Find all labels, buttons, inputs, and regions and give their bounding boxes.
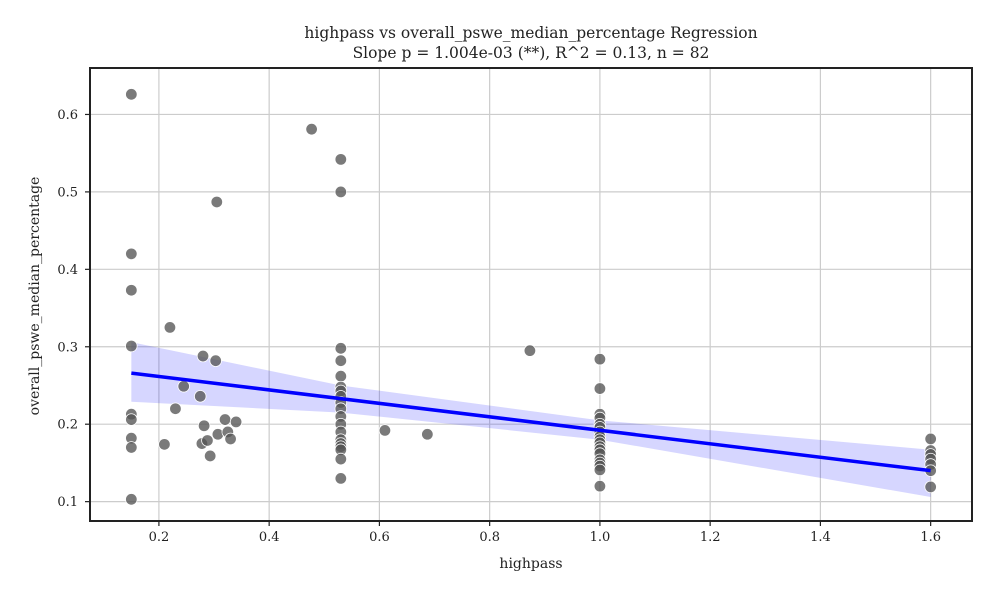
grid (90, 68, 972, 521)
x-tick-label: 0.6 (369, 530, 390, 545)
data-point (210, 195, 223, 209)
data-point (334, 472, 348, 485)
x-tick-label: 0.4 (259, 530, 280, 545)
chart-title: highpass vs overall_pswe_median_percenta… (304, 24, 758, 42)
data-point (201, 434, 214, 447)
data-point (334, 342, 348, 355)
y-tick-label: 0.2 (57, 418, 78, 433)
data-point (158, 438, 171, 451)
data-point (218, 413, 232, 426)
data-point (203, 449, 217, 463)
data-point (924, 432, 937, 446)
x-tick-label: 1.0 (590, 530, 611, 545)
data-point (125, 441, 138, 454)
data-point (125, 284, 138, 297)
data-point (125, 88, 138, 101)
data-point (334, 452, 348, 466)
data-point (163, 321, 177, 334)
x-tick-label: 1.6 (920, 530, 941, 545)
data-point (421, 428, 434, 441)
data-point (229, 415, 243, 429)
data-point (177, 380, 190, 393)
x-tick-label: 0.8 (479, 530, 500, 545)
ticks-layer: 0.2 0.4 0.6 0.8 1.0 1.2 1.4 1.6 0.1 0.2 0.3 0.4 0.5 0… (57, 108, 941, 545)
y-tick-label: 0.3 (57, 340, 78, 355)
data-point (125, 413, 138, 426)
data-point (334, 354, 348, 367)
confidence-band (131, 342, 931, 497)
data-point (334, 369, 348, 383)
data-point (125, 493, 138, 506)
x-tick-label: 1.4 (810, 530, 831, 545)
x-axis-label: highpass (499, 556, 563, 572)
chart-subtitle: Slope p = 1.004e-03 (**), R^2 = 0.13, n … (352, 44, 710, 62)
data-point (224, 432, 237, 446)
data-point (523, 344, 537, 357)
data-point (593, 352, 607, 366)
y-tick-label: 0.4 (57, 263, 78, 278)
y-tick-label: 0.1 (57, 495, 78, 510)
plot-frame (89, 67, 973, 522)
data-point (197, 419, 211, 432)
y-tick-label: 0.5 (57, 185, 78, 200)
data-point (378, 424, 392, 437)
regression-line-layer (131, 371, 931, 473)
data-point (593, 463, 607, 477)
data-point (924, 480, 937, 494)
regression-line (131, 371, 931, 473)
data-point (169, 402, 182, 415)
data-point (334, 153, 348, 166)
data-point (125, 247, 138, 261)
data-point (334, 185, 348, 199)
confidence-band-layer (131, 342, 931, 497)
y-tick-label: 0.6 (57, 108, 78, 123)
data-point (305, 122, 318, 136)
data-point (209, 354, 222, 367)
data-point (194, 390, 207, 403)
data-point (593, 382, 607, 395)
x-tick-label: 0.2 (149, 530, 170, 545)
x-tick-label: 1.2 (700, 530, 721, 545)
data-point (196, 349, 210, 363)
data-point (593, 479, 607, 493)
data-point (125, 339, 138, 353)
points-layer (125, 88, 937, 506)
